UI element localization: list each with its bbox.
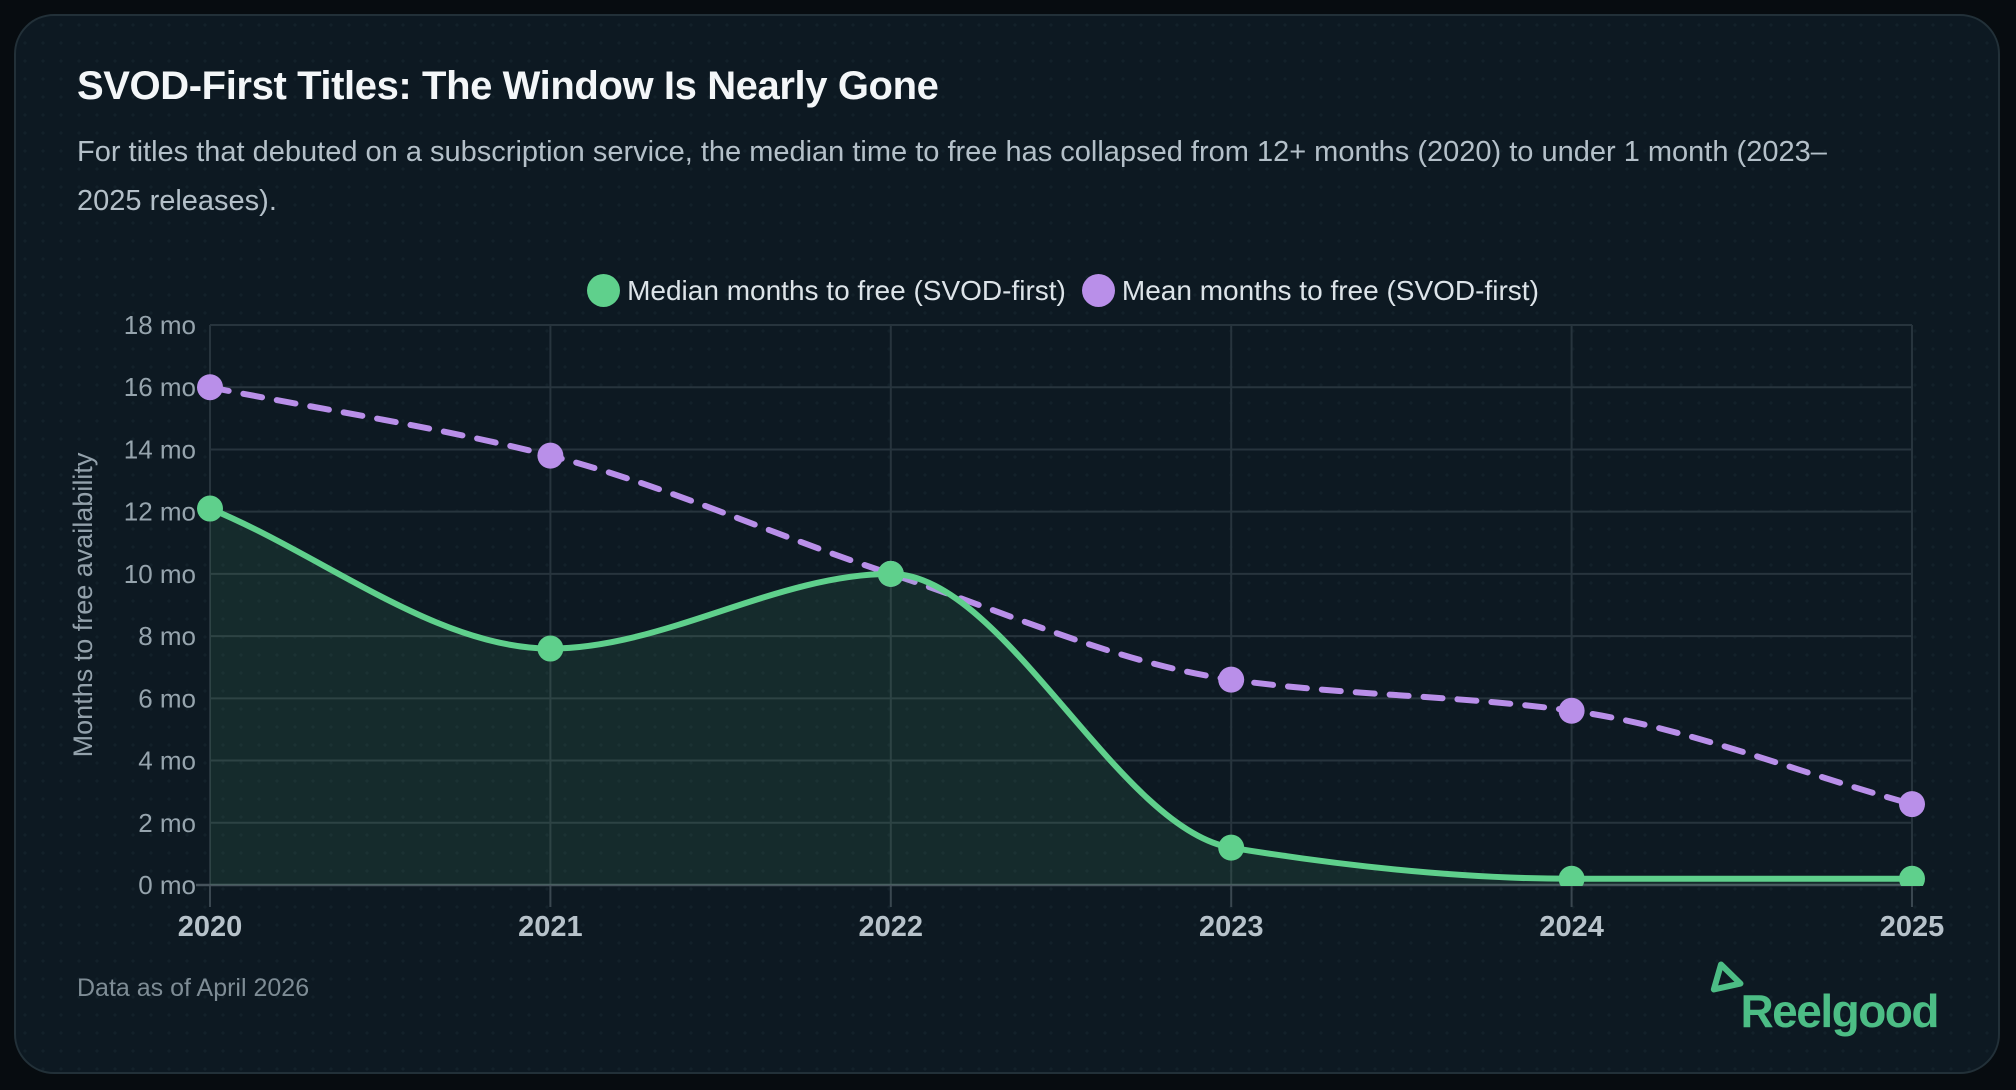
y-tick-label: 6 mo: [138, 683, 196, 713]
median-point-2021: [537, 635, 564, 662]
y-tick-label: 16 mo: [124, 372, 196, 402]
legend-item-mean: Mean months to free (SVOD-first): [1081, 274, 1539, 307]
mean-point-2021: [537, 442, 564, 469]
y-tick-label: 18 mo: [124, 310, 196, 340]
x-tick-label: 2022: [859, 911, 924, 943]
median-line: [207, 505, 1915, 882]
y-axis-title: Months to free availability: [68, 452, 98, 757]
chart-card: SVOD-First Titles: The Window Is Nearly …: [14, 14, 2000, 1074]
x-tick-label: 2025: [1880, 911, 1945, 943]
y-tick-label: 2 mo: [138, 808, 196, 838]
reelgood-logo: Reelgood: [1708, 960, 1939, 1037]
median-point-2020: [197, 495, 223, 522]
page-title: SVOD-First Titles: The Window Is Nearly …: [77, 64, 939, 108]
x-tick-label: 2021: [518, 911, 583, 943]
y-tick-label: 4 mo: [138, 746, 196, 776]
chart-subtitle: For titles that debuted on a subscriptio…: [77, 136, 1827, 217]
legend-label: Median months to free (SVOD-first): [627, 274, 1066, 306]
legend-swatch-icon: [1081, 274, 1115, 307]
mean-point-2020: [197, 374, 223, 401]
x-tick-label: 2023: [1199, 911, 1264, 943]
data-asof-note: Data as of April 2026: [77, 974, 310, 1002]
chart-legend: Median months to free (SVOD-first) Mean m…: [212, 274, 1914, 307]
mean-point-2024: [1558, 697, 1585, 724]
y-tick-label: 0 mo: [138, 870, 196, 900]
y-tick-label: 14 mo: [124, 434, 196, 464]
mean-point-2023: [1218, 666, 1245, 693]
median-point-2025: [1899, 865, 1925, 886]
median-point-2024: [1558, 865, 1585, 886]
y-tick-label: 12 mo: [124, 497, 196, 527]
brand-name: Reelgood: [1740, 985, 1939, 1037]
median-area-fill: [210, 508, 1912, 885]
mean-point-2025: [1899, 791, 1925, 818]
y-tick-label: 8 mo: [138, 621, 196, 651]
y-tick-label: 10 mo: [124, 559, 196, 589]
x-tick-label: 2024: [1539, 911, 1604, 943]
legend-item-median: Median months to free (SVOD-first): [587, 274, 1066, 307]
mean-line: [207, 384, 1915, 808]
legend-swatch-icon: [587, 274, 621, 307]
median-point-2022: [877, 560, 904, 587]
x-tick-label: 2020: [178, 911, 243, 943]
median-point-2023: [1218, 834, 1245, 861]
legend-label: Mean months to free (SVOD-first): [1121, 274, 1539, 306]
play-triangle-icon: [1711, 961, 1744, 993]
